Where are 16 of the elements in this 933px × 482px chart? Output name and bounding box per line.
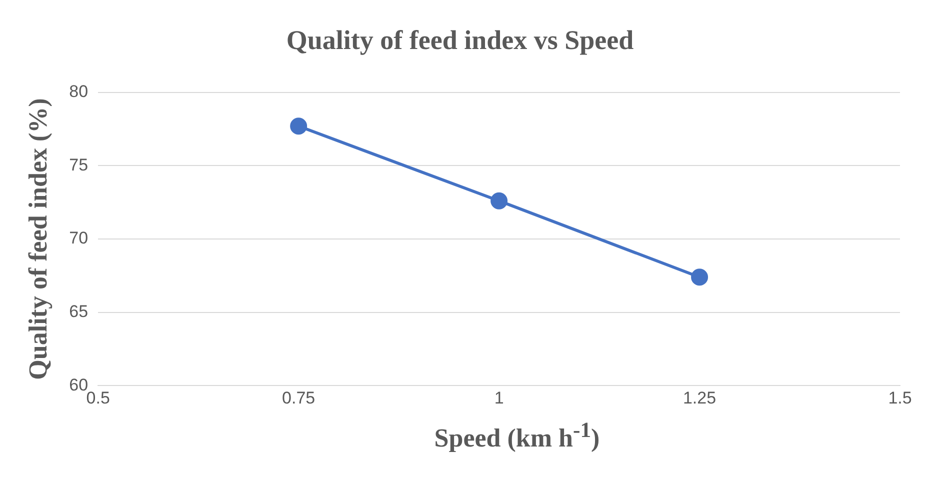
point — [290, 118, 308, 135]
y-tick-label: 65 — [69, 302, 88, 321]
x-tick-label: 1.5 — [888, 388, 912, 408]
y-axis-title: Quality of feed index (%) — [23, 98, 52, 380]
chart-title: Quality of feed index vs Speed — [286, 25, 634, 56]
x-tick-label: 1 — [494, 388, 504, 408]
point — [691, 268, 708, 286]
point — [490, 192, 508, 210]
x-tick-label: 1.25 — [682, 388, 716, 408]
x-tick-label: 0.5 — [86, 388, 110, 408]
y-tick-label: 75 — [69, 155, 88, 174]
y-tick-label: 80 — [69, 82, 88, 102]
y-tick-label: 70 — [69, 228, 88, 248]
x-tick-label: 0.75 — [282, 388, 316, 408]
x-axis-title: Speed (km h$^{-1}$) — [433, 418, 601, 454]
y-tick-label: 60 — [69, 375, 88, 394]
